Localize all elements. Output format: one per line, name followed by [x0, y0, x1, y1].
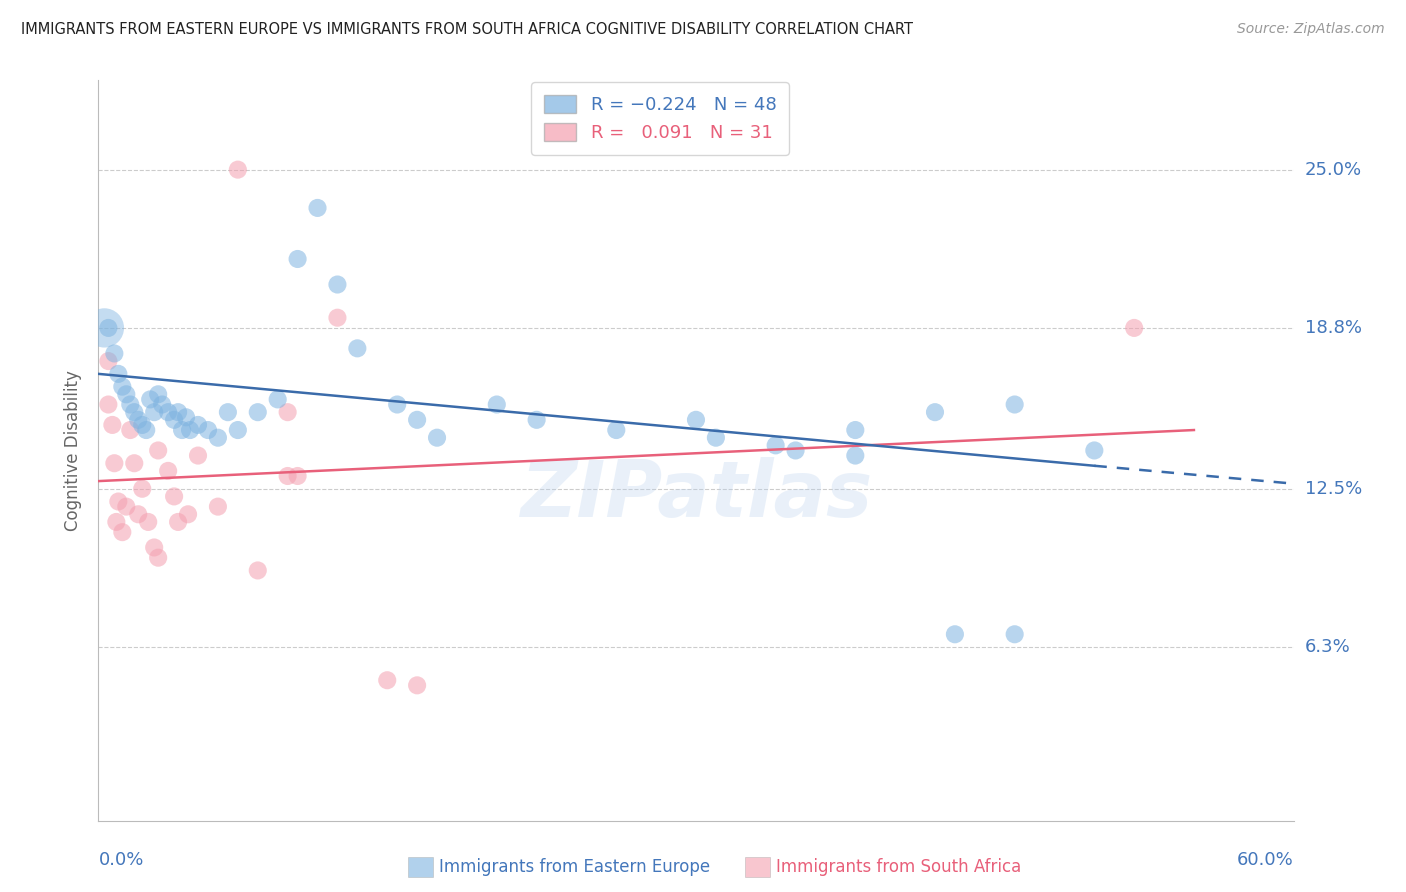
Point	[207, 500, 229, 514]
Point	[135, 423, 157, 437]
Point	[120, 397, 142, 411]
Point	[226, 423, 249, 437]
Point	[406, 678, 429, 692]
Point	[131, 482, 153, 496]
Point	[157, 464, 180, 478]
Point	[103, 456, 125, 470]
Point	[217, 405, 239, 419]
Point	[605, 423, 627, 437]
Text: 25.0%: 25.0%	[1305, 161, 1362, 178]
Point	[1004, 627, 1026, 641]
Point	[124, 405, 146, 419]
Text: 0.0%: 0.0%	[98, 851, 143, 869]
Point	[163, 413, 186, 427]
Point	[307, 201, 329, 215]
Point	[174, 410, 197, 425]
Point	[1083, 443, 1105, 458]
Point	[148, 443, 170, 458]
Point	[136, 515, 159, 529]
Point	[924, 405, 946, 419]
Point	[197, 423, 219, 437]
Text: IMMIGRANTS FROM EASTERN EUROPE VS IMMIGRANTS FROM SOUTH AFRICA COGNITIVE DISABIL: IMMIGRANTS FROM EASTERN EUROPE VS IMMIGR…	[21, 22, 912, 37]
Text: ZIPatlas: ZIPatlas	[520, 457, 872, 533]
Point	[267, 392, 290, 407]
Point	[97, 354, 120, 368]
Point	[107, 367, 129, 381]
Point	[1123, 321, 1146, 335]
Point	[375, 673, 398, 688]
Point	[287, 252, 309, 266]
Point	[277, 405, 299, 419]
Point	[526, 413, 548, 427]
Point	[111, 379, 134, 393]
Point	[101, 417, 124, 432]
Point	[426, 431, 449, 445]
Text: Source: ZipAtlas.com: Source: ZipAtlas.com	[1237, 22, 1385, 37]
Point	[148, 550, 170, 565]
Point	[93, 321, 115, 335]
Point	[406, 413, 429, 427]
Point	[485, 397, 508, 411]
Point	[143, 405, 166, 419]
Point	[765, 438, 787, 452]
Point	[326, 277, 349, 292]
Point	[326, 310, 349, 325]
Text: Immigrants from South Africa: Immigrants from South Africa	[776, 858, 1021, 876]
Point	[704, 431, 727, 445]
Point	[157, 405, 180, 419]
Point	[143, 541, 166, 555]
Point	[139, 392, 162, 407]
Point	[120, 423, 142, 437]
Point	[97, 321, 120, 335]
Point	[111, 525, 134, 540]
Point	[187, 417, 209, 432]
Text: 60.0%: 60.0%	[1237, 851, 1294, 869]
Point	[246, 564, 269, 578]
Point	[287, 469, 309, 483]
Text: 6.3%: 6.3%	[1305, 638, 1350, 656]
Y-axis label: Cognitive Disability: Cognitive Disability	[65, 370, 83, 531]
Point	[179, 423, 201, 437]
Point	[943, 627, 966, 641]
Point	[163, 490, 186, 504]
Point	[127, 508, 149, 522]
Point	[1004, 397, 1026, 411]
Point	[167, 515, 190, 529]
Point	[177, 508, 200, 522]
Text: 12.5%: 12.5%	[1305, 480, 1362, 498]
Text: Immigrants from Eastern Europe: Immigrants from Eastern Europe	[439, 858, 710, 876]
Point	[131, 417, 153, 432]
Point	[277, 469, 299, 483]
Point	[97, 397, 120, 411]
Point	[385, 397, 409, 411]
Point	[127, 413, 149, 427]
Point	[246, 405, 269, 419]
Point	[124, 456, 146, 470]
Point	[115, 387, 138, 401]
Point	[844, 449, 866, 463]
Point	[103, 346, 125, 360]
Point	[148, 387, 170, 401]
Point	[844, 423, 866, 437]
Legend: R = −0.224   N = 48, R =   0.091   N = 31: R = −0.224 N = 48, R = 0.091 N = 31	[531, 82, 789, 155]
Point	[187, 449, 209, 463]
Point	[685, 413, 707, 427]
Point	[115, 500, 138, 514]
Point	[172, 423, 194, 437]
Point	[150, 397, 173, 411]
Point	[785, 443, 807, 458]
Point	[346, 342, 368, 356]
Text: 18.8%: 18.8%	[1305, 319, 1361, 337]
Point	[167, 405, 190, 419]
Point	[226, 162, 249, 177]
Point	[207, 431, 229, 445]
Point	[105, 515, 128, 529]
Point	[107, 494, 129, 508]
